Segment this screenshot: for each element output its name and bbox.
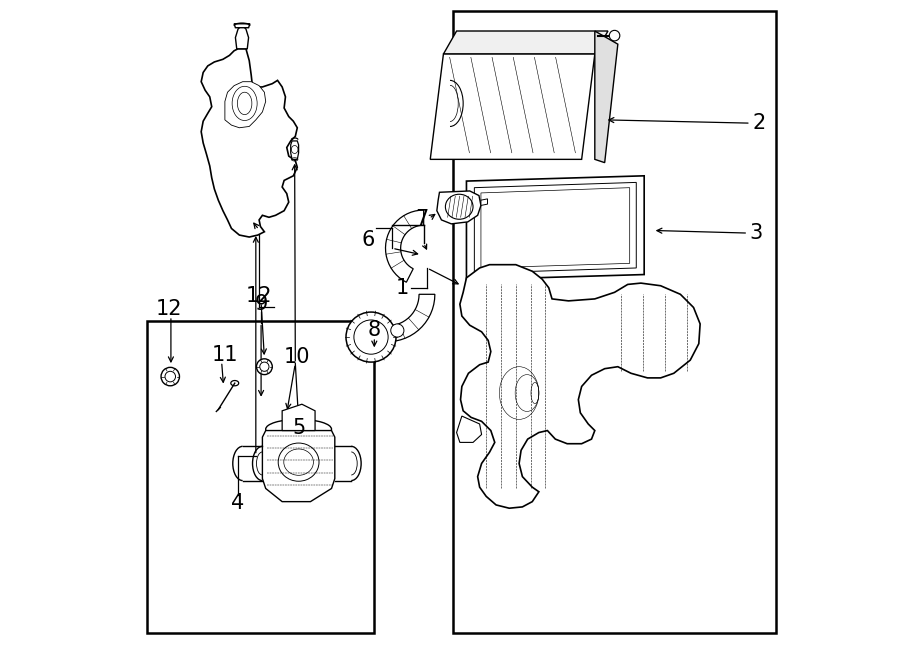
Circle shape: [346, 312, 396, 362]
Polygon shape: [460, 264, 700, 508]
Polygon shape: [595, 31, 617, 163]
Text: 9: 9: [255, 294, 268, 314]
Text: 3: 3: [750, 223, 762, 243]
Polygon shape: [234, 24, 250, 28]
Circle shape: [256, 359, 273, 375]
Polygon shape: [466, 176, 644, 280]
Text: 1: 1: [396, 278, 410, 297]
Text: 8: 8: [368, 321, 381, 340]
Text: 11: 11: [212, 345, 239, 365]
Text: 5: 5: [292, 418, 305, 438]
Polygon shape: [481, 188, 630, 268]
Polygon shape: [474, 182, 636, 273]
Text: 12: 12: [246, 286, 273, 305]
Circle shape: [354, 320, 388, 354]
Circle shape: [609, 30, 620, 41]
Polygon shape: [291, 141, 299, 159]
Polygon shape: [366, 294, 435, 342]
Circle shape: [391, 324, 404, 337]
Polygon shape: [263, 430, 335, 502]
Bar: [148, 321, 374, 633]
Text: 2: 2: [752, 113, 766, 133]
Circle shape: [165, 371, 176, 382]
Circle shape: [260, 362, 269, 371]
Polygon shape: [456, 416, 482, 442]
Text: 7: 7: [416, 209, 429, 229]
Circle shape: [161, 368, 179, 386]
Polygon shape: [430, 54, 595, 159]
Polygon shape: [202, 49, 297, 237]
Polygon shape: [385, 210, 424, 282]
Text: 10: 10: [284, 347, 310, 367]
Polygon shape: [236, 26, 248, 49]
Bar: [454, 11, 776, 633]
Polygon shape: [436, 191, 481, 224]
Polygon shape: [283, 405, 315, 430]
Text: 12: 12: [156, 299, 182, 319]
Text: 6: 6: [361, 230, 374, 251]
Polygon shape: [444, 31, 608, 54]
Polygon shape: [225, 82, 266, 128]
Text: 4: 4: [231, 493, 245, 513]
Polygon shape: [481, 199, 488, 206]
